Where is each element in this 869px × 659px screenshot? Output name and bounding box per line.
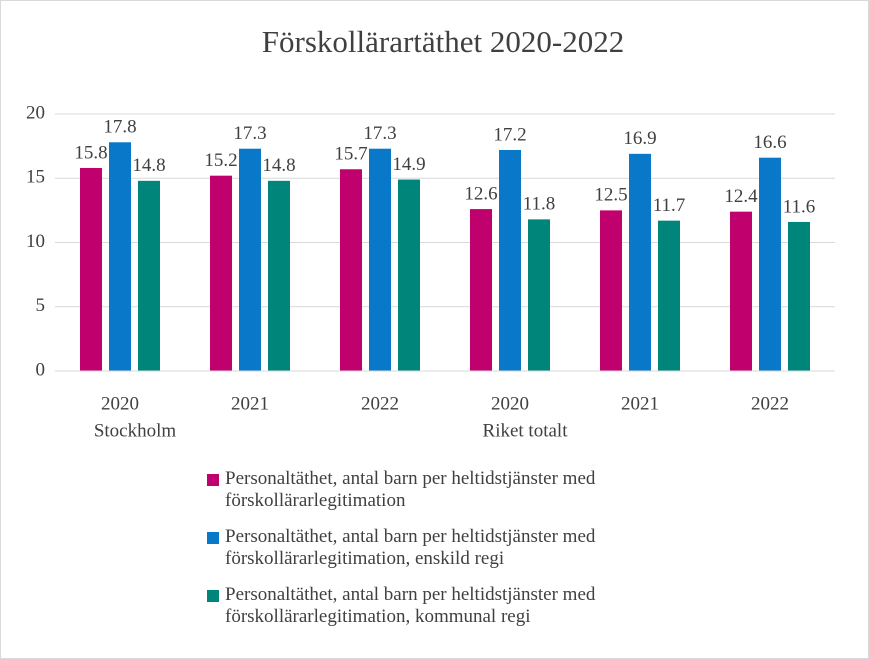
data-label: 17.2 [493, 124, 526, 145]
bar [759, 157, 781, 371]
bar [788, 221, 810, 371]
x-tick-label: 2021 [621, 393, 659, 414]
data-label: 17.3 [363, 123, 396, 144]
bar [268, 180, 290, 371]
data-label: 17.3 [233, 123, 266, 144]
data-label: 16.9 [623, 128, 656, 149]
group-label: Riket totalt [483, 420, 569, 441]
legend-swatch [207, 532, 219, 544]
bar [470, 209, 492, 371]
data-label: 15.7 [334, 144, 367, 165]
bar [600, 210, 622, 371]
legend-label: Personaltäthet, antal barn per heltidstj… [225, 468, 596, 511]
bar [340, 169, 362, 371]
x-tick-label: 2022 [751, 393, 789, 414]
data-label: 14.8 [132, 155, 165, 176]
data-label: 16.6 [753, 132, 786, 153]
legend-item: Personaltäthet, antal barn per heltidstj… [205, 584, 705, 628]
data-label: 11.6 [783, 196, 816, 217]
y-tick-label: 5 [36, 295, 46, 316]
data-label: 14.8 [262, 155, 295, 176]
data-label: 12.4 [724, 186, 758, 207]
bar [528, 219, 550, 371]
legend-label: Personaltäthet, antal barn per heltidstj… [225, 526, 596, 569]
bar [80, 167, 102, 371]
data-label: 12.6 [464, 183, 497, 204]
bar [239, 148, 261, 371]
y-tick-label: 10 [26, 231, 45, 252]
bar [210, 175, 232, 371]
data-label: 11.7 [653, 195, 686, 216]
x-tick-label: 2022 [361, 393, 399, 414]
y-tick-label: 0 [36, 359, 46, 380]
bar [499, 149, 521, 371]
x-tick-label: 2020 [491, 393, 529, 414]
legend-item: Personaltäthet, antal barn per heltidstj… [205, 468, 705, 512]
data-label: 15.2 [204, 150, 237, 171]
group-label: Stockholm [94, 420, 177, 441]
bar [138, 180, 160, 371]
legend-item: Personaltäthet, antal barn per heltidstj… [205, 526, 705, 570]
bar [658, 220, 680, 371]
bar [369, 148, 391, 371]
chart-title: Förskollärartäthet 2020-2022 [262, 24, 624, 59]
legend-swatch [207, 474, 219, 486]
data-label: 15.8 [74, 142, 107, 163]
bar [730, 211, 752, 371]
x-tick-label: 2021 [231, 393, 269, 414]
y-tick-label: 20 [26, 102, 45, 123]
bar [629, 153, 651, 371]
x-tick-label: 2020 [101, 393, 139, 414]
legend: Personaltäthet, antal barn per heltidstj… [205, 468, 705, 642]
legend-label: Personaltäthet, antal barn per heltidstj… [225, 584, 596, 627]
y-tick-label: 15 [26, 167, 45, 188]
data-label: 12.5 [594, 185, 627, 206]
legend-swatch [207, 590, 219, 602]
data-label: 14.9 [392, 154, 425, 175]
bar [109, 142, 131, 371]
data-label: 11.8 [523, 194, 556, 215]
data-label: 17.8 [103, 117, 136, 138]
bar [398, 179, 420, 371]
